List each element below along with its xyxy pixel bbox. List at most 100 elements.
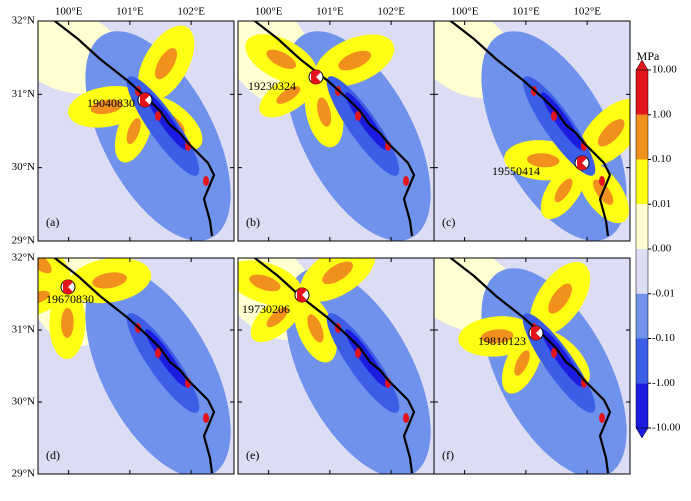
colorbar-label: -10.00 — [652, 422, 681, 434]
high-stress — [203, 176, 209, 186]
stress-field — [238, 21, 434, 241]
stress-field — [38, 258, 234, 474]
colorbar-unit: MPa — [637, 49, 660, 63]
positive-core — [126, 117, 141, 145]
y-tick-label: 32°N — [12, 15, 35, 27]
high-stress — [599, 176, 605, 186]
event-label: 19670830 — [46, 292, 94, 306]
high-stress — [551, 111, 557, 121]
beachball-quadrant — [577, 155, 587, 171]
high-stress — [355, 348, 361, 358]
map-panel: 19670830 (d) 29°N 30°N 31°N 32°N — [12, 252, 235, 480]
x-tick-label: 101°E — [116, 6, 144, 18]
stress-field — [434, 258, 630, 474]
y-tick-label: 32°N — [12, 252, 35, 264]
colorbar-segment — [636, 338, 648, 384]
positive-core — [526, 153, 560, 168]
high-stress — [403, 176, 409, 186]
beachball-quadrant — [311, 69, 321, 85]
x-tick-label: 100°E — [451, 6, 479, 18]
colorbar-label: -0.01 — [652, 287, 675, 299]
panel-frame — [433, 257, 631, 475]
panel-label: (d) — [46, 448, 60, 462]
colorbar-segment — [636, 159, 648, 205]
colorbar-label: -0.10 — [652, 332, 675, 344]
high-stress — [355, 111, 361, 121]
high-stress — [551, 348, 557, 358]
map-panel: 19230324 (b) 100°E 101°E 102°E — [237, 6, 435, 242]
positive-core — [322, 261, 354, 285]
panel-label: (b) — [246, 215, 260, 229]
colorbar-segment — [636, 293, 648, 339]
x-tick-label: 100°E — [255, 6, 283, 18]
colorbar-segment — [636, 383, 648, 428]
high-stress — [155, 348, 161, 358]
colorbar-label: 0.10 — [652, 153, 672, 165]
map-panel: 19730206 (e) — [237, 257, 435, 475]
colorbar-label: -1.00 — [652, 377, 675, 389]
event-label: 19810123 — [478, 334, 526, 348]
positive-core — [38, 258, 52, 274]
y-tick-label: 29°N — [12, 235, 35, 247]
colorbar-segment — [636, 114, 648, 160]
positive-core — [317, 97, 332, 127]
event-label: 19730206 — [242, 302, 290, 316]
panel-frame — [37, 20, 235, 242]
map-panel: 19040830 (a) 100°E 101°E 102°E 29°N 30°N 31°N 32… — [12, 6, 235, 247]
high-stress — [599, 413, 605, 423]
event-label: 19550414 — [492, 164, 540, 178]
beachball-quadrant — [63, 279, 73, 295]
positive-core — [338, 50, 372, 71]
y-tick-label: 30°N — [12, 161, 35, 173]
panel-label: (a) — [46, 215, 59, 229]
positive-core — [554, 178, 573, 203]
positive-core — [514, 350, 530, 376]
panel-frame — [37, 257, 235, 475]
positive-core — [92, 272, 127, 289]
high-stress — [403, 413, 409, 423]
panel-label: (c) — [442, 215, 455, 229]
map-panel: 19550414 (c) 100°E 101°E 102°E — [433, 6, 631, 242]
positive-core — [90, 99, 123, 115]
high-stress — [155, 111, 161, 121]
positive-core — [38, 290, 50, 305]
event-label: 19040830 — [87, 96, 135, 110]
positive-core — [154, 47, 178, 80]
x-tick-label: 101°E — [512, 6, 540, 18]
stress-field — [238, 258, 434, 474]
positive-core — [249, 274, 281, 292]
positive-core — [61, 307, 74, 338]
beachball-quadrant — [531, 325, 541, 341]
y-tick-label: 29°N — [12, 468, 35, 480]
positive-core — [597, 119, 625, 147]
positive-core — [266, 49, 297, 69]
x-tick-label: 101°E — [316, 6, 344, 18]
x-tick-label: 100°E — [55, 6, 83, 18]
colorbar-label: 1.00 — [652, 108, 672, 120]
positive-core — [548, 283, 572, 314]
colorbar-label: 10.00 — [652, 64, 677, 76]
panel-frame — [433, 20, 631, 242]
y-tick-label: 30°N — [12, 396, 35, 408]
stress-field — [38, 21, 234, 241]
y-tick-label: 31°N — [12, 324, 35, 336]
panel-label: (e) — [246, 448, 259, 462]
panel-label: (f) — [442, 448, 454, 462]
colorbar-segment — [636, 249, 648, 294]
beachball-quadrant — [140, 92, 150, 108]
beachball-quadrant — [297, 287, 307, 303]
positive-core — [307, 314, 324, 343]
colorbar-label: 0.01 — [652, 198, 671, 210]
map-panel: 19810123 (f) — [433, 257, 631, 475]
high-stress — [203, 413, 209, 423]
event-label: 19230324 — [248, 79, 296, 93]
positive-core — [266, 306, 289, 328]
positive-core — [276, 86, 301, 104]
colorbar-segment — [636, 70, 648, 115]
colorbar-cap — [635, 427, 649, 439]
positive-core — [480, 329, 514, 344]
stress-field — [434, 21, 630, 241]
x-tick-label: 102°E — [377, 6, 405, 18]
x-tick-label: 102°E — [573, 6, 601, 18]
